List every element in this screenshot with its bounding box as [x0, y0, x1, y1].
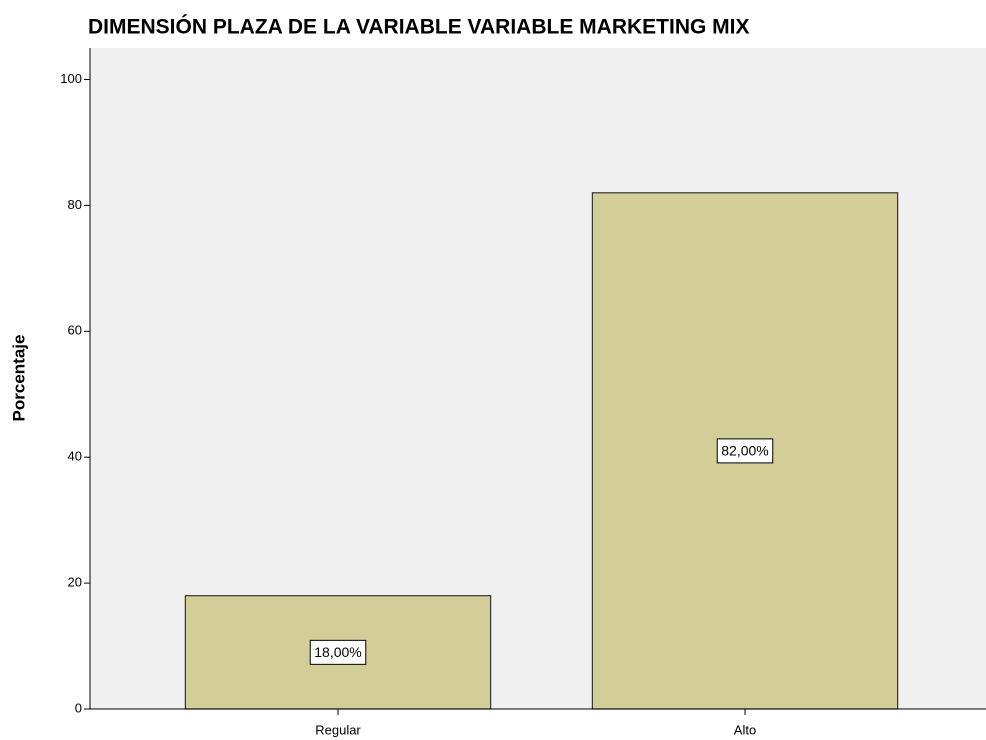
y-tick-label: 80 — [68, 197, 82, 212]
y-tick-label: 40 — [68, 449, 82, 464]
value-label-box — [716, 438, 774, 464]
y-tick-label: 0 — [75, 700, 82, 715]
chart-title: DIMENSIÓN PLAZA DE LA VARIABLE VARIABLE … — [88, 15, 750, 39]
y-tick-label: 100 — [60, 71, 82, 86]
value-label: 18,00% — [314, 644, 361, 660]
value-label-box — [309, 639, 367, 665]
x-tick-label: Regular — [315, 722, 361, 737]
y-tick-label: 20 — [68, 575, 82, 590]
y-axis-label: Porcentaje — [9, 335, 28, 422]
y-tick-label: 60 — [68, 323, 82, 338]
x-tick-label: Alto — [734, 722, 756, 737]
value-label: 82,00% — [721, 443, 768, 459]
